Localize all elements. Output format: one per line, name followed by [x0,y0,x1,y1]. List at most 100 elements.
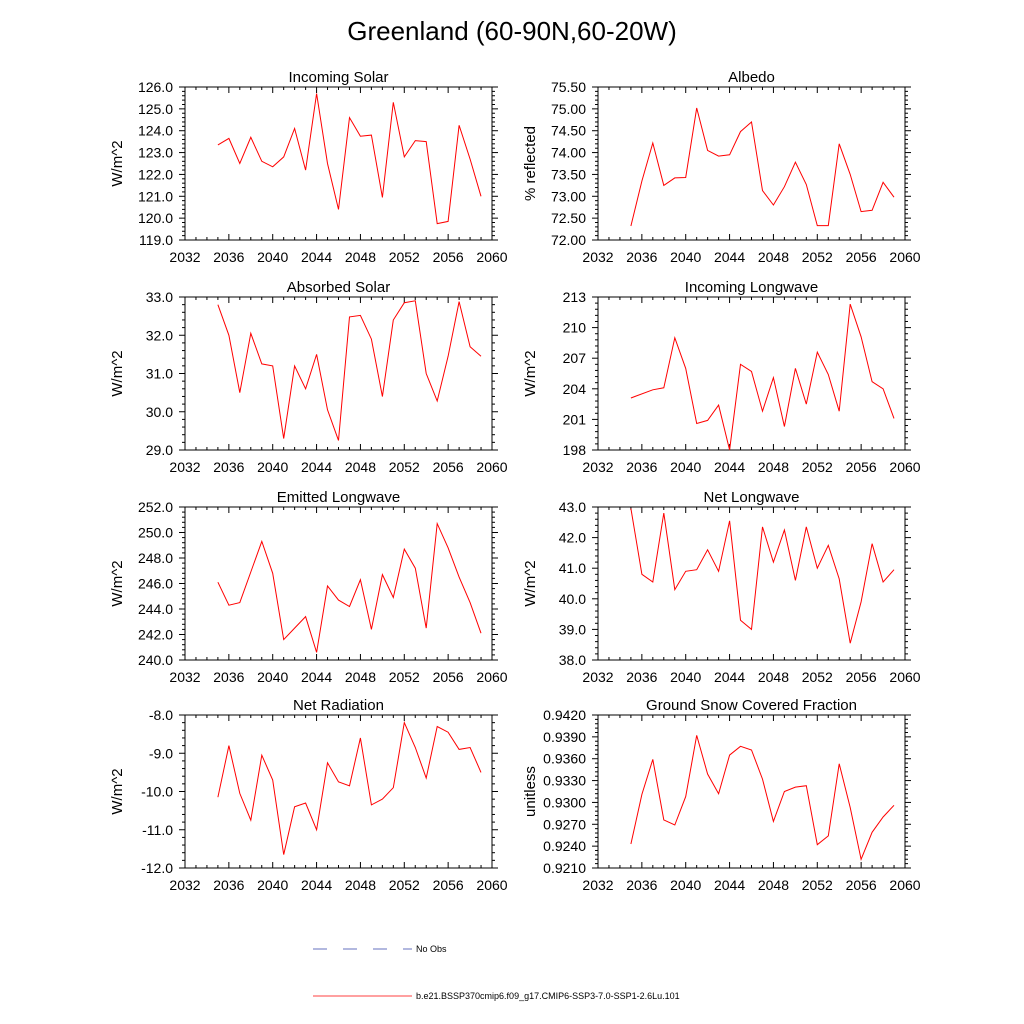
series-line-1 [630,107,895,227]
y-tick-label: 120.0 [138,210,173,226]
panel-title: Net Longwave [704,489,800,506]
y-tick-label: 73.00 [551,188,586,204]
panel-2: Albedo % reflected 2032 2036 2040 2044 2048 205… [522,69,921,265]
plot-frame [597,714,906,869]
legend-obs-label: No Obs [416,944,447,954]
x-tick-label: 2048 [758,877,789,893]
y-tick-label: 210 [563,320,587,336]
panel-title: Ground Snow Covered Fraction [646,697,857,714]
y-tick-label: 39.0 [559,621,586,637]
y-tick-label: -11.0 [142,822,173,838]
panel-title: Net Radiation [293,697,384,714]
x-tick-label: 2040 [670,669,701,685]
plot-frame [184,86,493,241]
y-tick-label: 124.0 [138,123,173,139]
x-tick-label: 2044 [301,459,332,475]
x-tick-label: 2044 [714,249,745,265]
y-tick-label: 123.0 [138,145,173,161]
y-tick-label: 43.0 [559,499,586,515]
x-tick-label: 2040 [257,877,288,893]
x-tick-label: 2048 [758,249,789,265]
x-tick-label: 2048 [758,669,789,685]
x-tick-label: 2040 [257,459,288,475]
y-tick-label: 0.9210 [543,860,586,876]
x-tick-label: 2036 [213,669,244,685]
x-tick-label: 2036 [213,459,244,475]
x-tick-label: 2048 [345,669,376,685]
x-tick-label: 2060 [889,249,920,265]
panel-8: Ground Snow Covered Fraction unitless 2032… [522,697,921,893]
y-tick-label: 204 [563,381,587,397]
y-tick-label: 201 [563,411,587,427]
x-tick-label: 2060 [889,877,920,893]
y-tick-label: 122.0 [138,166,173,182]
x-tick-label: 2040 [670,249,701,265]
x-tick-label: 2056 [433,877,464,893]
plot-frame [184,506,493,661]
x-tick-label: 2048 [758,459,789,475]
y-tick-label: 33.0 [146,289,173,305]
x-tick-label: 2044 [714,459,745,475]
y-tick-label: -8.0 [149,707,173,723]
series-line-1 [217,521,482,653]
series-line-1 [630,508,895,644]
x-tick-label: 2032 [582,249,613,265]
legend-model-label: b.e21.BSSP370cmip6.f09_g17.CMIP6-SSP3-7.… [416,991,680,1001]
y-tick-label: 38.0 [559,652,586,668]
y-tick-label: 75.00 [551,101,586,117]
x-tick-label: 2056 [846,877,877,893]
panel-1: Incoming Solar W/m^2 2032 2036 2040 2044 2048 2… [109,69,508,265]
series-line-1 [217,300,482,441]
panel-title: Incoming Solar [288,69,388,86]
plot-frame [597,296,906,451]
x-tick-label: 2048 [345,459,376,475]
y-tick-label: 244.0 [138,601,173,617]
y-tick-label: 72.00 [551,232,586,248]
x-tick-label: 2036 [626,669,657,685]
figure-title: Greenland (60-90N,60-20W) [347,16,677,46]
panel-7: Net Radiation W/m^2 2032 2036 2040 2044 2048 20… [109,697,508,893]
y-tick-label: 0.9270 [543,816,586,832]
x-tick-label: 2060 [476,877,507,893]
x-tick-label: 2056 [433,669,464,685]
y-axis-label: W/m^2 [109,768,126,814]
y-tick-label: 73.50 [551,166,586,182]
series-line-1 [217,720,482,855]
x-tick-label: 2032 [582,669,613,685]
y-axis-label: W/m^2 [522,350,539,396]
x-tick-label: 2032 [169,877,200,893]
y-tick-label: -10.0 [141,784,173,800]
x-tick-label: 2056 [846,249,877,265]
y-tick-label: -9.0 [149,745,173,761]
panel-title: Incoming Longwave [685,279,818,296]
y-tick-label: 246.0 [138,576,173,592]
y-tick-label: 29.0 [146,442,173,458]
plot-frame [597,86,906,241]
y-tick-label: 32.0 [146,327,173,343]
y-tick-label: 248.0 [138,550,173,566]
series-line-1 [630,735,895,862]
y-axis-label: W/m^2 [109,350,126,396]
panel-6: Net Longwave W/m^2 2032 2036 2040 2044 2048 205… [522,489,921,685]
y-tick-label: -12.0 [141,860,173,876]
y-tick-label: 240.0 [138,652,173,668]
x-tick-label: 2048 [345,249,376,265]
y-tick-label: 213 [563,289,587,305]
y-tick-label: 242.0 [138,627,173,643]
panel-title: Absorbed Solar [287,279,390,296]
panels: Incoming Solar W/m^2 2032 2036 2040 2044 2048 2… [109,69,921,893]
panel-4: Incoming Longwave W/m^2 2032 2036 2040 2044 20… [522,279,921,475]
x-tick-label: 2052 [389,669,420,685]
x-tick-label: 2032 [582,459,613,475]
y-tick-label: 250.0 [138,525,173,541]
x-tick-label: 2040 [257,669,288,685]
x-tick-label: 2048 [345,877,376,893]
y-tick-label: 0.9360 [543,751,586,767]
x-tick-label: 2056 [846,669,877,685]
y-tick-label: 0.9300 [543,794,586,810]
y-tick-label: 125.0 [138,101,173,117]
x-tick-label: 2032 [169,459,200,475]
y-tick-label: 0.9420 [543,707,586,723]
x-tick-label: 2060 [889,669,920,685]
